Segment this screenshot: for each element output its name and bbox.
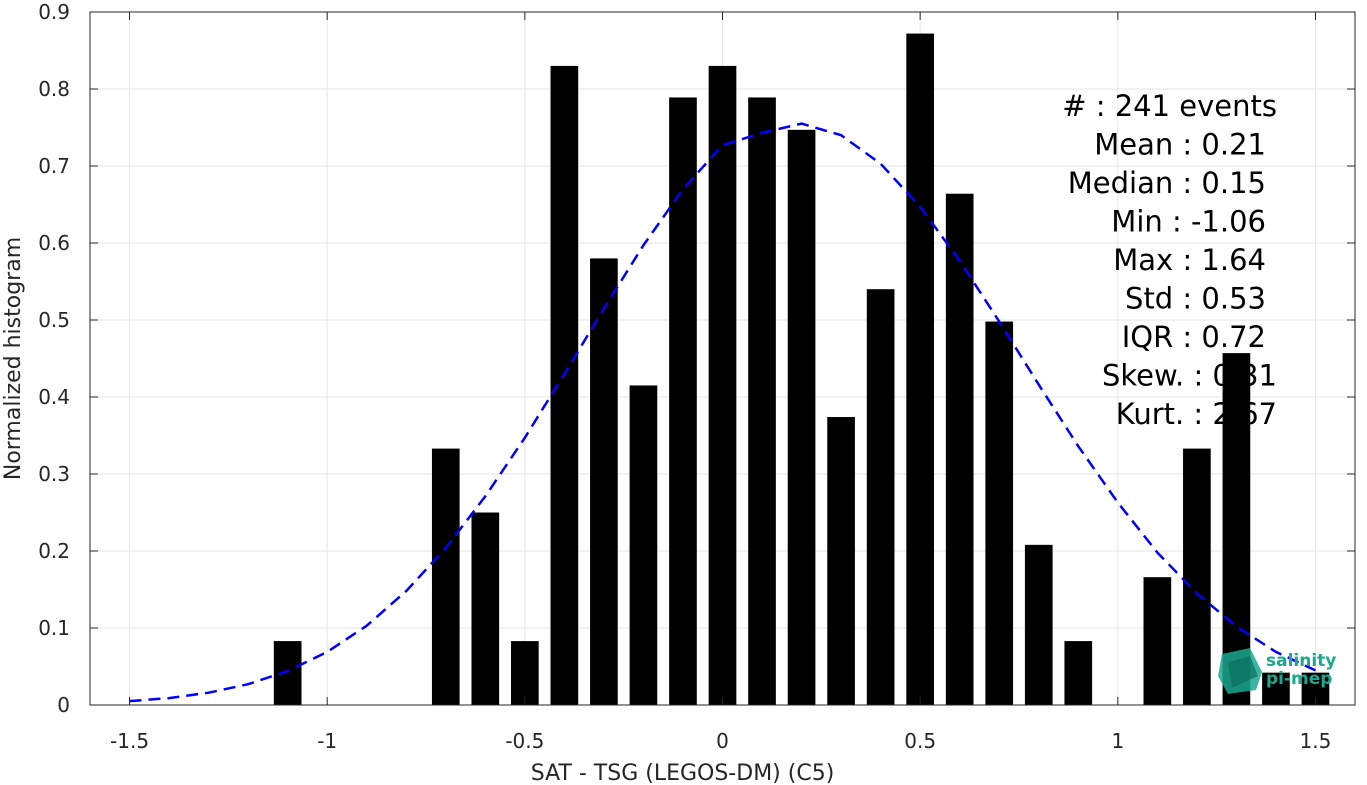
x-tick-label: -1 xyxy=(317,729,337,753)
histogram-bar xyxy=(590,258,618,705)
stat-line: Min : -1.06 xyxy=(1111,205,1266,239)
y-tick-label: 0.7 xyxy=(38,154,70,178)
histogram-bar xyxy=(273,641,302,705)
histogram-bar xyxy=(1183,448,1211,705)
histogram-bar xyxy=(708,65,737,705)
y-tick-label: 0.8 xyxy=(38,77,70,101)
histogram-bar xyxy=(866,289,895,705)
stat-line: Std : 0.53 xyxy=(1125,282,1266,316)
histogram-bar xyxy=(550,65,579,705)
y-tick-label: 0.3 xyxy=(38,462,70,486)
x-axis-label: SAT - TSG (LEGOS-DM) (C5) xyxy=(531,761,835,785)
y-axis-label: Normalized histogram xyxy=(1,237,26,480)
y-tick-label: 0.5 xyxy=(38,308,70,332)
salinity-pimep-logo: salinity pi-mep xyxy=(1218,648,1336,694)
y-tick-label: 0.9 xyxy=(38,0,70,24)
x-axis-ticks: -1.5 -1 -0.5 0 0.5 1 1.5 xyxy=(110,12,1331,753)
y-tick-label: 0.1 xyxy=(38,616,70,640)
logo-text-pimep: pi-mep xyxy=(1266,669,1332,689)
histogram-bar xyxy=(1024,544,1053,705)
x-tick-label: 0.5 xyxy=(904,729,936,753)
y-tick-label: 0.2 xyxy=(38,539,70,563)
histogram-bar xyxy=(431,448,460,705)
logo-mark-shade-icon xyxy=(1228,656,1258,688)
histogram-bar xyxy=(906,33,934,706)
stat-line: # : 241 events xyxy=(1062,89,1277,123)
logo-text-salinity: salinity xyxy=(1266,651,1336,671)
histogram-bar xyxy=(1064,641,1093,705)
histogram-bar xyxy=(1143,577,1172,705)
x-tick-label: -0.5 xyxy=(505,729,544,753)
y-tick-label: 0.6 xyxy=(38,231,70,255)
histogram-bar xyxy=(827,417,855,705)
stats-annotation: # : 241 events Mean : 0.21 Median : 0.15 Mi… xyxy=(1062,89,1277,431)
stat-line: IQR : 0.72 xyxy=(1122,320,1266,354)
histogram-bar xyxy=(787,129,816,705)
stat-line: Kurt. : 2.67 xyxy=(1116,397,1277,431)
x-tick-label: 1 xyxy=(1111,729,1124,753)
x-tick-label: 0 xyxy=(716,729,729,753)
histogram-bar xyxy=(945,193,974,705)
histogram-bar xyxy=(511,641,539,705)
histogram-bar xyxy=(669,97,697,706)
y-tick-label: 0 xyxy=(57,693,70,717)
histogram-bar xyxy=(748,97,776,706)
stat-line: Max : 1.64 xyxy=(1113,243,1266,277)
y-tick-label: 0.4 xyxy=(38,385,70,409)
histogram-bar xyxy=(985,321,1014,705)
histogram-bar xyxy=(1262,672,1290,705)
x-tick-label: 1.5 xyxy=(1300,729,1332,753)
stat-line: Median : 0.15 xyxy=(1068,166,1266,200)
y-axis-ticks: 0 0.1 0.2 0.3 0.4 0.5 0.6 0.7 0.8 0.9 xyxy=(38,0,1355,717)
stat-line: Skew. : 0.31 xyxy=(1102,359,1277,393)
histogram-bar xyxy=(471,512,500,705)
stat-line: Mean : 0.21 xyxy=(1094,128,1266,162)
x-tick-label: -1.5 xyxy=(110,729,149,753)
histogram-bars xyxy=(273,33,1330,706)
histogram-bar xyxy=(1222,353,1251,705)
histogram-bar xyxy=(629,385,658,705)
